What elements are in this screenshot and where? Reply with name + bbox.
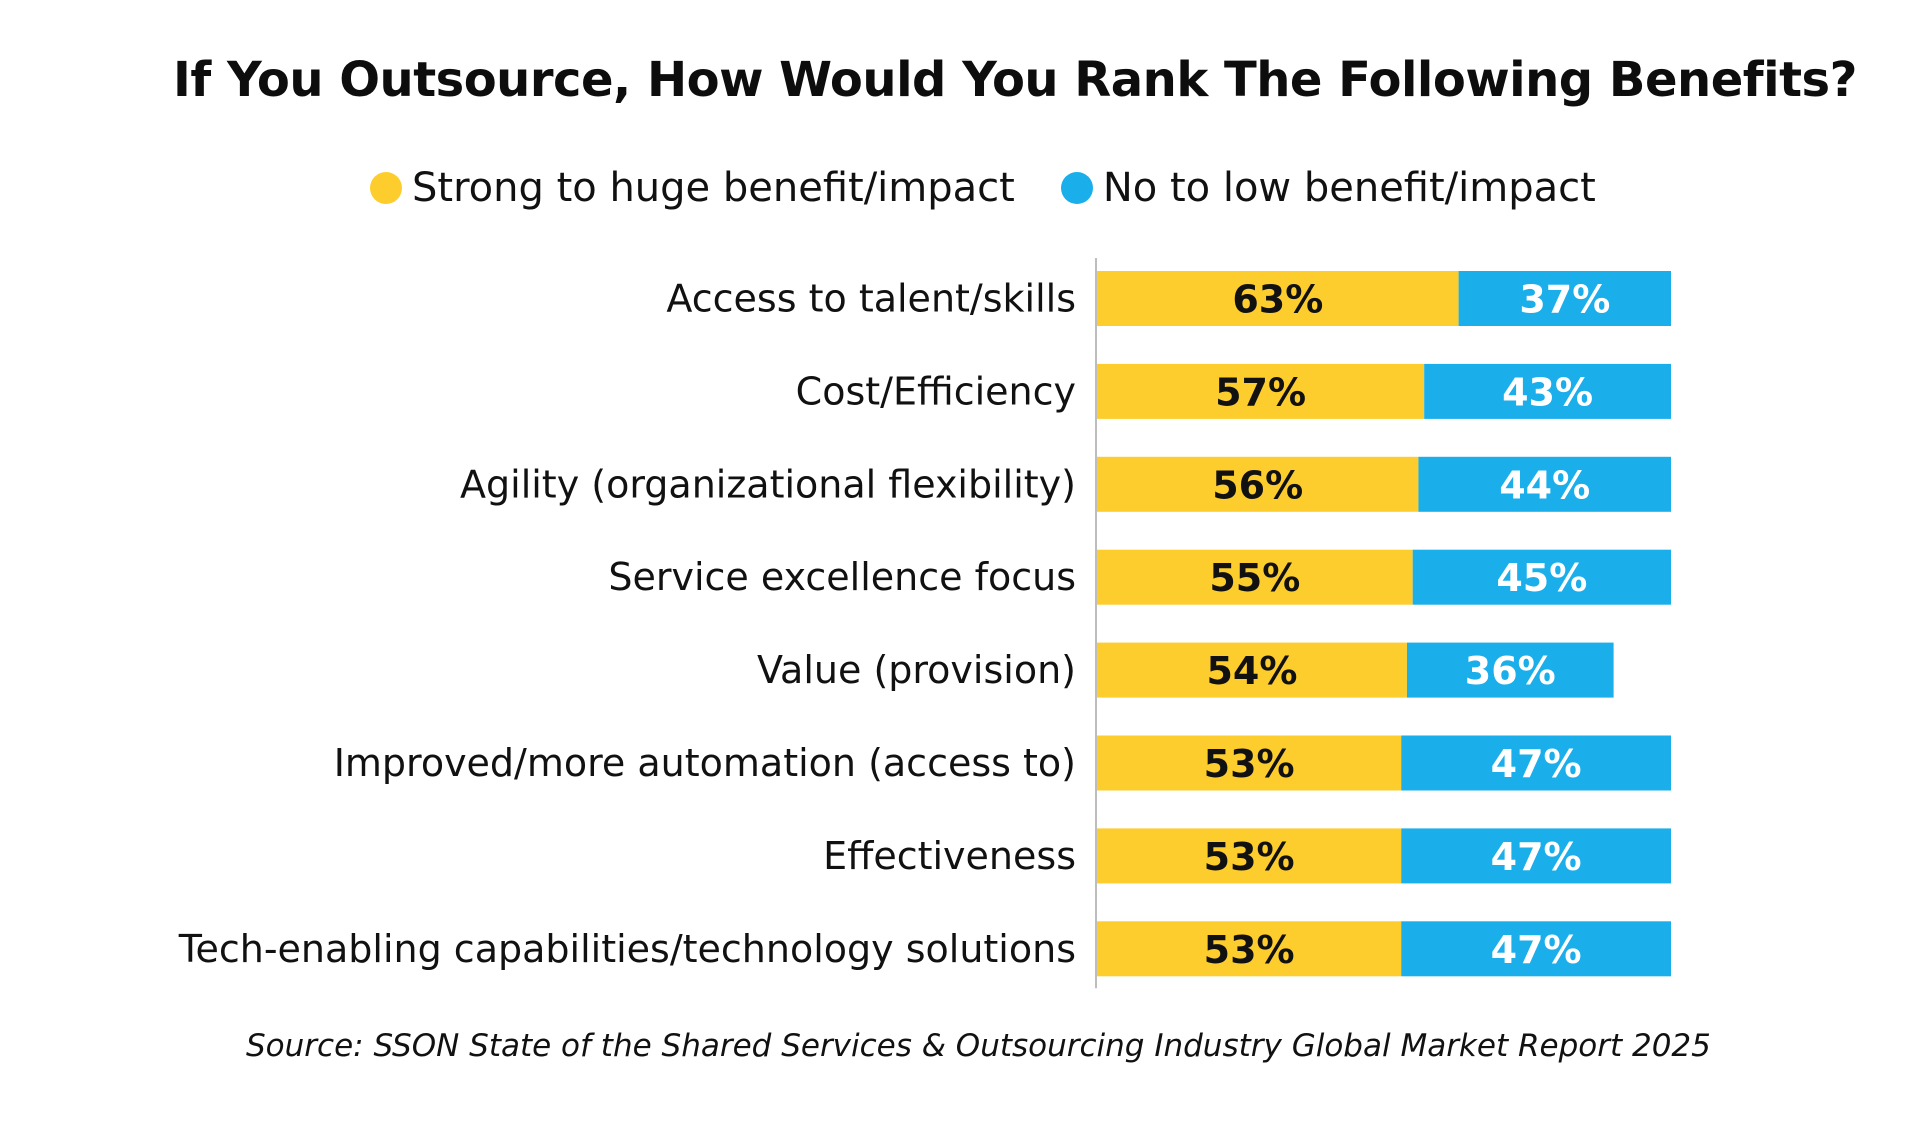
bar-low-benefit — [1406, 642, 1614, 698]
bar-strong-benefit — [1097, 642, 1407, 698]
bar-strong-benefit — [1097, 735, 1402, 791]
category-label: Agility (organizational flexibility) — [460, 462, 1076, 506]
bar-low-benefit — [1458, 271, 1671, 326]
data-label-low: 36% — [1465, 649, 1556, 693]
bar-strong-benefit — [1097, 456, 1419, 512]
data-label-strong: 63% — [1232, 278, 1323, 322]
bar-low-benefit — [1418, 456, 1671, 512]
data-label-low: 43% — [1502, 370, 1593, 414]
bar-strong-benefit — [1097, 363, 1425, 419]
legend-swatch-strong — [370, 172, 402, 204]
data-label-low: 47% — [1491, 835, 1582, 879]
bar-strong-benefit — [1097, 828, 1402, 884]
bar-strong-benefit — [1097, 271, 1459, 326]
data-label-low: 44% — [1499, 463, 1590, 507]
category-label: Improved/more automation (access to) — [334, 741, 1076, 785]
source-note: Source: SSON State of the Shared Service… — [246, 1028, 1711, 1064]
data-label-strong: 55% — [1209, 556, 1300, 600]
bar-low-benefit — [1401, 921, 1671, 977]
data-label-strong: 53% — [1204, 742, 1295, 786]
bar-low-benefit — [1412, 549, 1671, 605]
data-label-strong: 54% — [1206, 649, 1297, 693]
bar-strong-benefit — [1097, 921, 1402, 977]
legend-label-low: No to low benefit/impact — [1102, 165, 1596, 211]
category-label: Tech-enabling capabilities/technology so… — [178, 927, 1076, 971]
legend-swatch-low — [1060, 172, 1093, 204]
bar-strong-benefit — [1097, 549, 1413, 605]
data-label-low: 37% — [1519, 278, 1610, 322]
chart-legend: Strong to huge benefit/impact No to low … — [370, 165, 1642, 211]
legend-label-strong: Strong to huge benefit/impact — [412, 165, 1015, 211]
category-label: Access to talent/skills — [666, 277, 1076, 321]
legend-item-low: No to low benefit/impact — [1060, 165, 1596, 211]
data-label-low: 45% — [1496, 556, 1587, 600]
category-label: Service excellence focus — [608, 555, 1076, 599]
data-label-low: 47% — [1491, 742, 1582, 786]
data-label-low: 47% — [1491, 928, 1582, 972]
bar-low-benefit — [1424, 363, 1671, 419]
chart-title: If You Outsource, How Would You Rank The… — [173, 52, 1857, 108]
bar-low-benefit — [1401, 828, 1671, 884]
category-label: Value (provision) — [757, 648, 1076, 692]
data-label-strong: 53% — [1204, 835, 1295, 879]
data-label-strong: 53% — [1204, 928, 1295, 972]
data-label-strong: 56% — [1212, 463, 1303, 507]
legend-item-strong: Strong to huge benefit/impact — [370, 165, 1015, 211]
category-label: Effectiveness — [823, 834, 1076, 878]
category-label: Cost/Efficiency — [796, 369, 1076, 413]
data-label-strong: 57% — [1215, 370, 1306, 414]
bar-low-benefit — [1401, 735, 1671, 791]
